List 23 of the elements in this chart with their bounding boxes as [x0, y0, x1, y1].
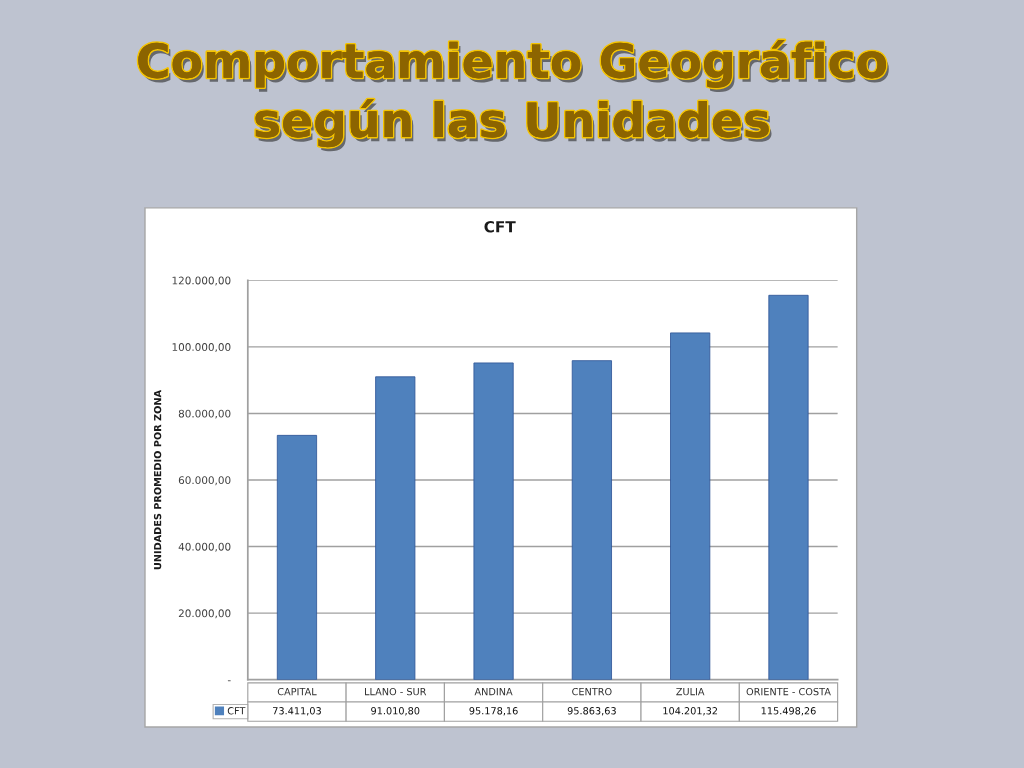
data-label: 91.010,80 — [371, 707, 420, 716]
data-label: 95.863,63 — [567, 707, 616, 716]
data-label: 73.411,03 — [273, 707, 321, 716]
y-tick-label: 120.000,00 — [172, 276, 231, 286]
y-axis-title: UNIDADES PROMEDIO POR ZONA — [153, 390, 162, 570]
chart-subtitle: CFT — [484, 220, 516, 233]
y-tick-label: 80.000,00 — [178, 409, 231, 419]
x-tick-label: LLANO - SUR — [365, 687, 427, 696]
x-tick-label: CAPITAL — [277, 687, 317, 696]
data-label: 104.201,32 — [663, 707, 718, 716]
y-tick-label: 100.000,00 — [172, 343, 231, 353]
x-tick-label: ZULIA — [676, 688, 705, 696]
y-tick-label: - — [227, 680, 231, 682]
legend-label: CFT — [227, 707, 246, 715]
y-tick-label: 20.000,00 — [178, 609, 231, 619]
data-label: 95.178,16 — [469, 707, 518, 716]
chart-title: Comportamiento Geográfico según las Unidades — [138, 39, 889, 152]
x-tick-label: ORIENTE - COSTA — [746, 687, 831, 696]
x-tick-label: ANDINA — [474, 688, 513, 696]
data-label: 115.498,26 — [761, 707, 816, 716]
y-tick-label: 40.000,00 — [178, 542, 231, 552]
x-tick-label: CENTRO — [572, 687, 612, 696]
y-tick-label: 60.000,00 — [178, 476, 231, 486]
